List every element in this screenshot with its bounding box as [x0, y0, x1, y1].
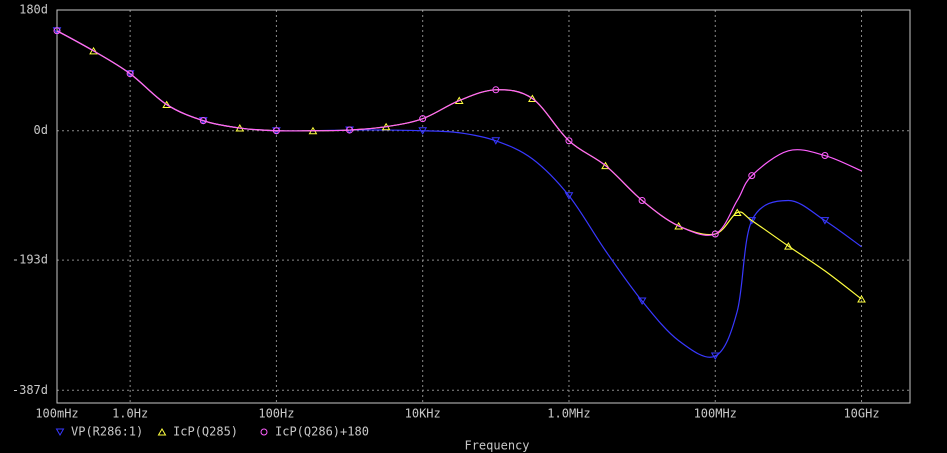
marker — [199, 117, 207, 125]
x-tick-label: 100Hz — [258, 407, 294, 421]
y-tick-label: -193d — [12, 253, 48, 267]
x-axis-label: Frequency — [464, 439, 529, 453]
marker — [857, 295, 866, 303]
marker — [674, 221, 684, 230]
marker — [491, 137, 501, 145]
marker — [418, 127, 428, 135]
marker — [419, 115, 427, 123]
marker — [784, 242, 793, 250]
marker — [162, 100, 172, 109]
marker — [710, 352, 720, 361]
legend-label: IcP(Q285) — [173, 425, 238, 439]
marker — [528, 94, 537, 103]
marker — [126, 70, 134, 78]
x-tick-label: 1.0MHz — [547, 407, 590, 421]
y-tick-label: -387d — [12, 383, 48, 397]
marker — [732, 208, 742, 217]
plot-frame — [56, 9, 911, 404]
y-tick-label: 180d — [19, 3, 48, 17]
marker — [272, 127, 280, 135]
x-tick-label: 100MHz — [694, 407, 737, 421]
marker — [564, 192, 574, 200]
marker — [53, 27, 61, 35]
marker — [55, 428, 65, 436]
marker — [638, 196, 646, 204]
marker — [820, 217, 830, 225]
marker — [260, 428, 268, 436]
marker — [89, 46, 98, 55]
legend-label: IcP(Q286)+180 — [275, 425, 369, 439]
marker — [565, 137, 573, 145]
x-tick-label: 10GHz — [843, 407, 879, 421]
legend-label: VP(R286:1) — [71, 425, 143, 439]
marker — [601, 161, 610, 170]
marker — [748, 172, 756, 180]
marker — [346, 126, 354, 134]
x-tick-label: 10KHz — [405, 407, 441, 421]
y-tick-label: 0d — [34, 123, 48, 137]
x-tick-label: 100mHz — [35, 407, 78, 421]
marker — [454, 96, 464, 105]
marker — [157, 428, 167, 436]
x-tick-label: 1.0Hz — [112, 407, 148, 421]
series-line — [56, 30, 862, 300]
marker — [747, 217, 757, 225]
marker — [492, 86, 500, 94]
marker — [711, 230, 719, 238]
marker — [821, 152, 829, 160]
marker — [637, 297, 647, 306]
